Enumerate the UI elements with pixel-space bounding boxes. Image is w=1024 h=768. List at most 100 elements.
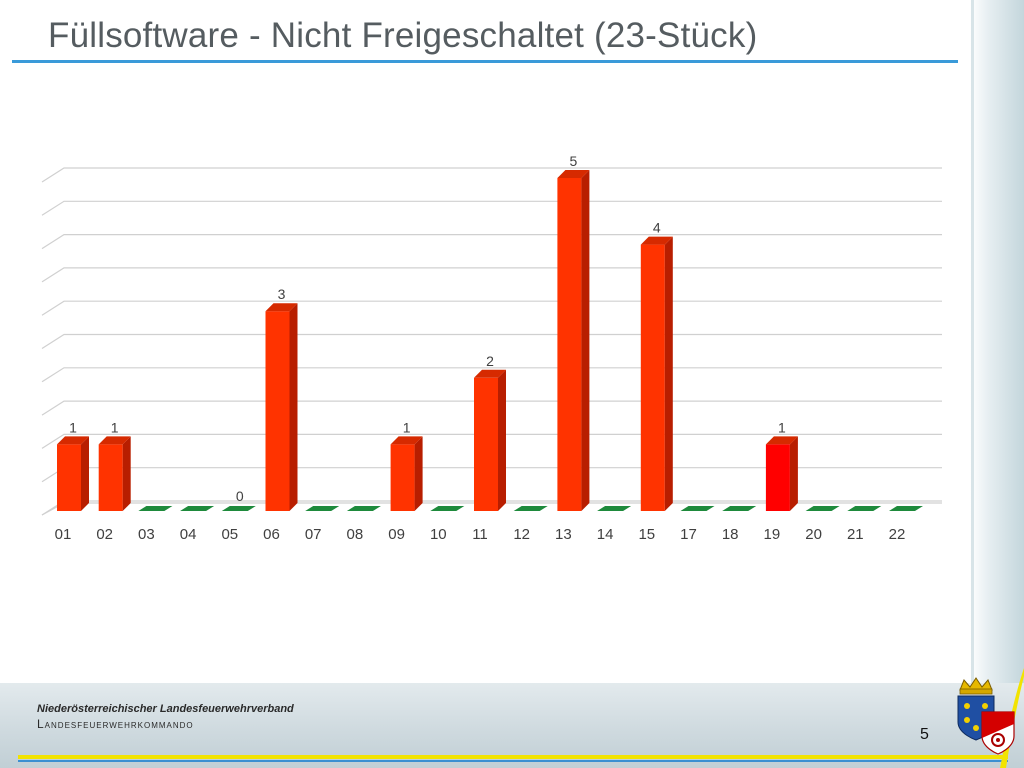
bar-front <box>640 244 665 511</box>
x-tick-label: 19 <box>764 526 781 543</box>
x-tick-label: 04 <box>180 526 197 543</box>
bar <box>513 506 548 511</box>
bar-front <box>765 444 790 511</box>
gridline <box>41 300 942 316</box>
bar-side <box>498 369 506 511</box>
bar-side <box>414 436 423 511</box>
bar-front <box>390 444 415 511</box>
x-tick-label: 09 <box>388 526 405 543</box>
chart-data-labels: 1 1 0 3 1 2 5 4 1 <box>69 153 786 504</box>
bar-top <box>765 436 798 445</box>
bar <box>138 506 173 511</box>
bar-zero <box>805 506 840 511</box>
bar <box>57 436 89 511</box>
bar <box>346 506 381 511</box>
x-tick-label: 17 <box>680 526 697 543</box>
bar-top <box>474 369 506 378</box>
bar <box>180 506 215 511</box>
command-name: Landesfeuerwehrkommando <box>37 717 194 731</box>
bar-top <box>557 170 590 178</box>
data-label: 1 <box>403 419 411 435</box>
x-tick-label: 02 <box>96 526 113 543</box>
footer-blue-stripe <box>18 760 1008 762</box>
footer-bar <box>0 683 1024 768</box>
bar <box>847 506 882 511</box>
bar-zero <box>513 506 548 511</box>
bar-zero <box>221 506 256 511</box>
x-tick-label: 07 <box>305 526 322 543</box>
bar-top <box>265 303 298 312</box>
data-label: 1 <box>778 419 786 435</box>
x-tick-label: 20 <box>805 526 822 543</box>
bar-zero <box>138 506 173 511</box>
bar-top <box>98 436 131 445</box>
bar-front <box>98 444 123 511</box>
bar <box>474 369 506 511</box>
bar-front <box>474 377 498 511</box>
x-tick-label: 12 <box>513 526 530 543</box>
bar-top <box>390 436 423 445</box>
bar-side <box>81 436 89 511</box>
data-label: 2 <box>486 353 494 369</box>
bar-zero <box>889 506 923 511</box>
gridline <box>41 333 942 350</box>
data-label: 0 <box>236 488 244 504</box>
coat-of-arms-logo <box>957 677 1015 755</box>
bar <box>430 506 465 511</box>
x-tick-label: 11 <box>472 526 488 543</box>
data-label: 1 <box>69 419 77 435</box>
bar <box>889 506 923 511</box>
bar <box>265 303 298 511</box>
x-tick-label: 10 <box>430 526 447 543</box>
x-tick-label: 08 <box>347 526 364 543</box>
bar-zero <box>722 506 757 511</box>
bar-front <box>57 444 81 511</box>
x-tick-label: 06 <box>263 526 280 543</box>
slide-title: Füllsoftware - Nicht Freigeschaltet (23-… <box>48 16 758 55</box>
side-band-divider <box>971 0 974 768</box>
bar <box>680 506 715 511</box>
decorative-side-band <box>970 0 1024 768</box>
bar-zero <box>305 506 340 511</box>
bar <box>722 506 757 511</box>
x-tick-label: 18 <box>722 526 739 543</box>
data-label: 3 <box>278 286 286 302</box>
bar <box>805 506 840 511</box>
bar <box>221 506 256 511</box>
bar-front <box>265 311 290 511</box>
bar <box>597 506 632 511</box>
x-tick-label: 05 <box>221 526 238 543</box>
bar <box>557 170 590 511</box>
bar-zero <box>847 506 882 511</box>
x-tick-label: 03 <box>138 526 155 543</box>
chart-bars <box>57 170 923 511</box>
bar-zero <box>346 506 381 511</box>
bar-side <box>789 436 798 511</box>
bar <box>640 236 673 511</box>
bar-top <box>57 436 89 445</box>
gridline <box>41 234 942 250</box>
x-tick-label: 15 <box>638 526 655 543</box>
bar <box>305 506 340 511</box>
bar-zero <box>680 506 715 511</box>
bar-zero <box>597 506 632 511</box>
data-label: 4 <box>653 220 661 236</box>
x-tick-label: 22 <box>889 526 906 543</box>
x-tick-label: 21 <box>847 526 864 543</box>
x-tick-label: 13 <box>555 526 572 543</box>
chart-x-tick-labels: 01 02 03 04 05 06 07 08 09 10 11 12 13 14 15 17 18 19 20 21… <box>55 526 906 543</box>
bar-top <box>640 236 673 245</box>
data-label: 5 <box>570 153 578 169</box>
gridline <box>41 167 942 183</box>
bar-side <box>664 236 673 511</box>
bar <box>98 436 131 511</box>
footer-yellow-stripe <box>18 755 1008 759</box>
gridline <box>41 267 942 283</box>
bar-side <box>122 436 131 511</box>
bar <box>390 436 423 511</box>
bar-zero <box>430 506 465 511</box>
x-tick-label: 01 <box>55 526 72 543</box>
bar-side <box>581 170 590 511</box>
title-underline <box>12 60 958 63</box>
